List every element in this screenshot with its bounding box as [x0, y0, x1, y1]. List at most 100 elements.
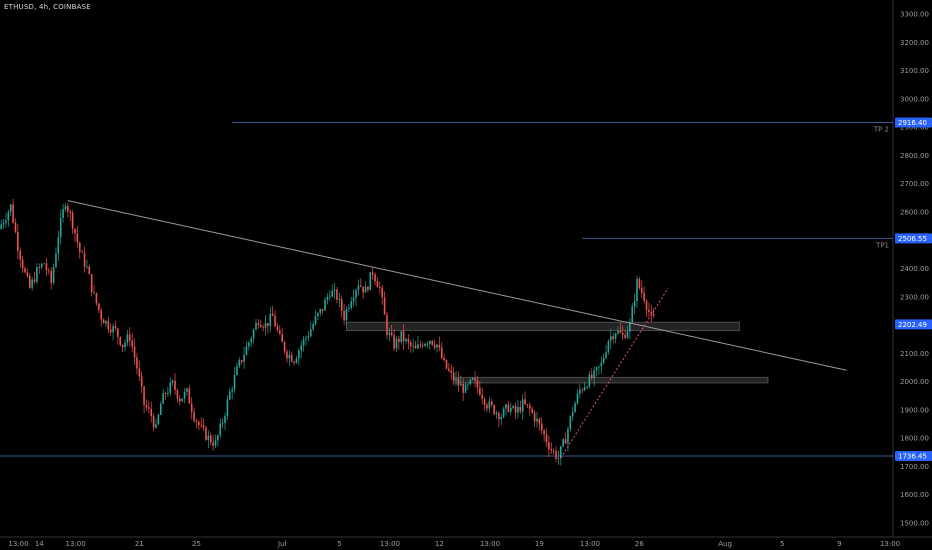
- y-tick-label: 2800.00: [900, 152, 929, 160]
- candle-body: [471, 378, 474, 380]
- level-price-tag: 2506.55: [898, 235, 927, 243]
- candle-body: [26, 272, 29, 276]
- candle-body: [652, 314, 655, 316]
- candle-body: [326, 296, 329, 300]
- candle-body: [414, 345, 417, 349]
- candle-body: [476, 380, 479, 388]
- candle-body: [40, 263, 43, 268]
- candle-body: [452, 372, 455, 381]
- candle-body: [157, 414, 160, 425]
- candle-body: [374, 274, 376, 282]
- candle-body: [240, 360, 243, 362]
- candle-body: [21, 259, 24, 269]
- candle-body: [359, 285, 362, 287]
- candle-body: [83, 252, 86, 267]
- level-price-tag-bg: [895, 451, 932, 462]
- candle-body: [57, 237, 60, 254]
- candle-body: [131, 340, 133, 347]
- candle-body: [267, 323, 269, 326]
- candle-body: [357, 285, 360, 291]
- y-tick-label: 2900.00: [900, 124, 929, 132]
- candle-body: [250, 338, 253, 343]
- candle-body: [324, 299, 326, 311]
- candle-body: [440, 347, 443, 358]
- candle-body: [117, 328, 119, 337]
- candle-body: [429, 340, 431, 344]
- candle-body: [393, 334, 395, 349]
- candle-body: [176, 390, 179, 399]
- candle-body: [76, 233, 79, 243]
- current-price-tag: 2202.49: [898, 321, 927, 329]
- candle-body: [483, 398, 486, 406]
- x-tick-label: 21: [135, 540, 144, 548]
- y-tick-label: 2700.00: [900, 180, 929, 188]
- candle-body: [536, 418, 538, 422]
- candle-body: [412, 345, 414, 347]
- candle-body: [438, 344, 441, 348]
- candle-body: [505, 404, 507, 409]
- x-tick-label: Aug: [718, 540, 732, 548]
- candle-body: [367, 286, 369, 290]
- level-price-tag: 1736.45: [898, 453, 927, 461]
- candle-body: [598, 366, 600, 368]
- candle-body: [376, 281, 379, 288]
- candle-body: [67, 206, 69, 212]
- candle-body: [202, 425, 205, 428]
- candle-body: [143, 386, 145, 405]
- candle-body: [169, 382, 172, 394]
- candle-body: [448, 368, 450, 371]
- x-tick-label: 12: [435, 540, 444, 548]
- candle-body: [302, 339, 305, 346]
- candle-body: [507, 404, 510, 412]
- candle-body: [602, 357, 605, 363]
- candle-body: [0, 224, 2, 229]
- candle-body: [390, 332, 393, 335]
- candle-body: [283, 341, 286, 352]
- candle-body: [343, 310, 345, 321]
- level-price-tag-bg: [895, 233, 932, 244]
- candle-body: [379, 287, 381, 289]
- candle-body: [581, 389, 584, 391]
- x-tick-label: 25: [192, 540, 201, 548]
- candle-body: [640, 287, 643, 293]
- candle-body: [226, 399, 229, 416]
- candle-body: [312, 324, 314, 330]
- candle-body: [614, 333, 617, 340]
- candle-body: [264, 323, 267, 328]
- candle-body: [214, 440, 217, 446]
- y-tick-label: 2600.00: [900, 208, 929, 216]
- candle-body: [33, 279, 36, 282]
- candle-body: [5, 220, 7, 223]
- current-price-tag-bg: [895, 319, 932, 330]
- candle-body: [443, 357, 445, 360]
- candle-body: [257, 323, 260, 326]
- candle-body: [605, 352, 607, 358]
- candle-body: [93, 292, 95, 294]
- candle-body: [212, 442, 214, 446]
- candle-body: [138, 368, 141, 377]
- candle-body: [98, 303, 100, 311]
- y-tick-label: 2000.00: [900, 378, 929, 386]
- candle-body: [619, 330, 622, 333]
- candle-body: [557, 458, 560, 460]
- candle-body: [462, 383, 464, 393]
- candle-body: [543, 430, 545, 435]
- candle-body: [486, 405, 488, 409]
- candle-body: [455, 378, 457, 381]
- candle-body: [78, 242, 81, 252]
- candle-body: [426, 343, 429, 345]
- candle-body: [86, 266, 88, 268]
- candle-body: [200, 424, 203, 426]
- candle-body: [271, 313, 274, 316]
- candle-body: [336, 289, 338, 300]
- level-price-tag: 2916.40: [898, 119, 927, 127]
- candle-body: [398, 338, 400, 342]
- candle-body: [74, 228, 76, 234]
- candle-body: [519, 406, 522, 412]
- candle-body: [621, 332, 624, 335]
- candle-body: [340, 298, 343, 311]
- candle-body: [217, 435, 219, 441]
- candle-body: [128, 334, 131, 341]
- candle-body: [252, 329, 255, 339]
